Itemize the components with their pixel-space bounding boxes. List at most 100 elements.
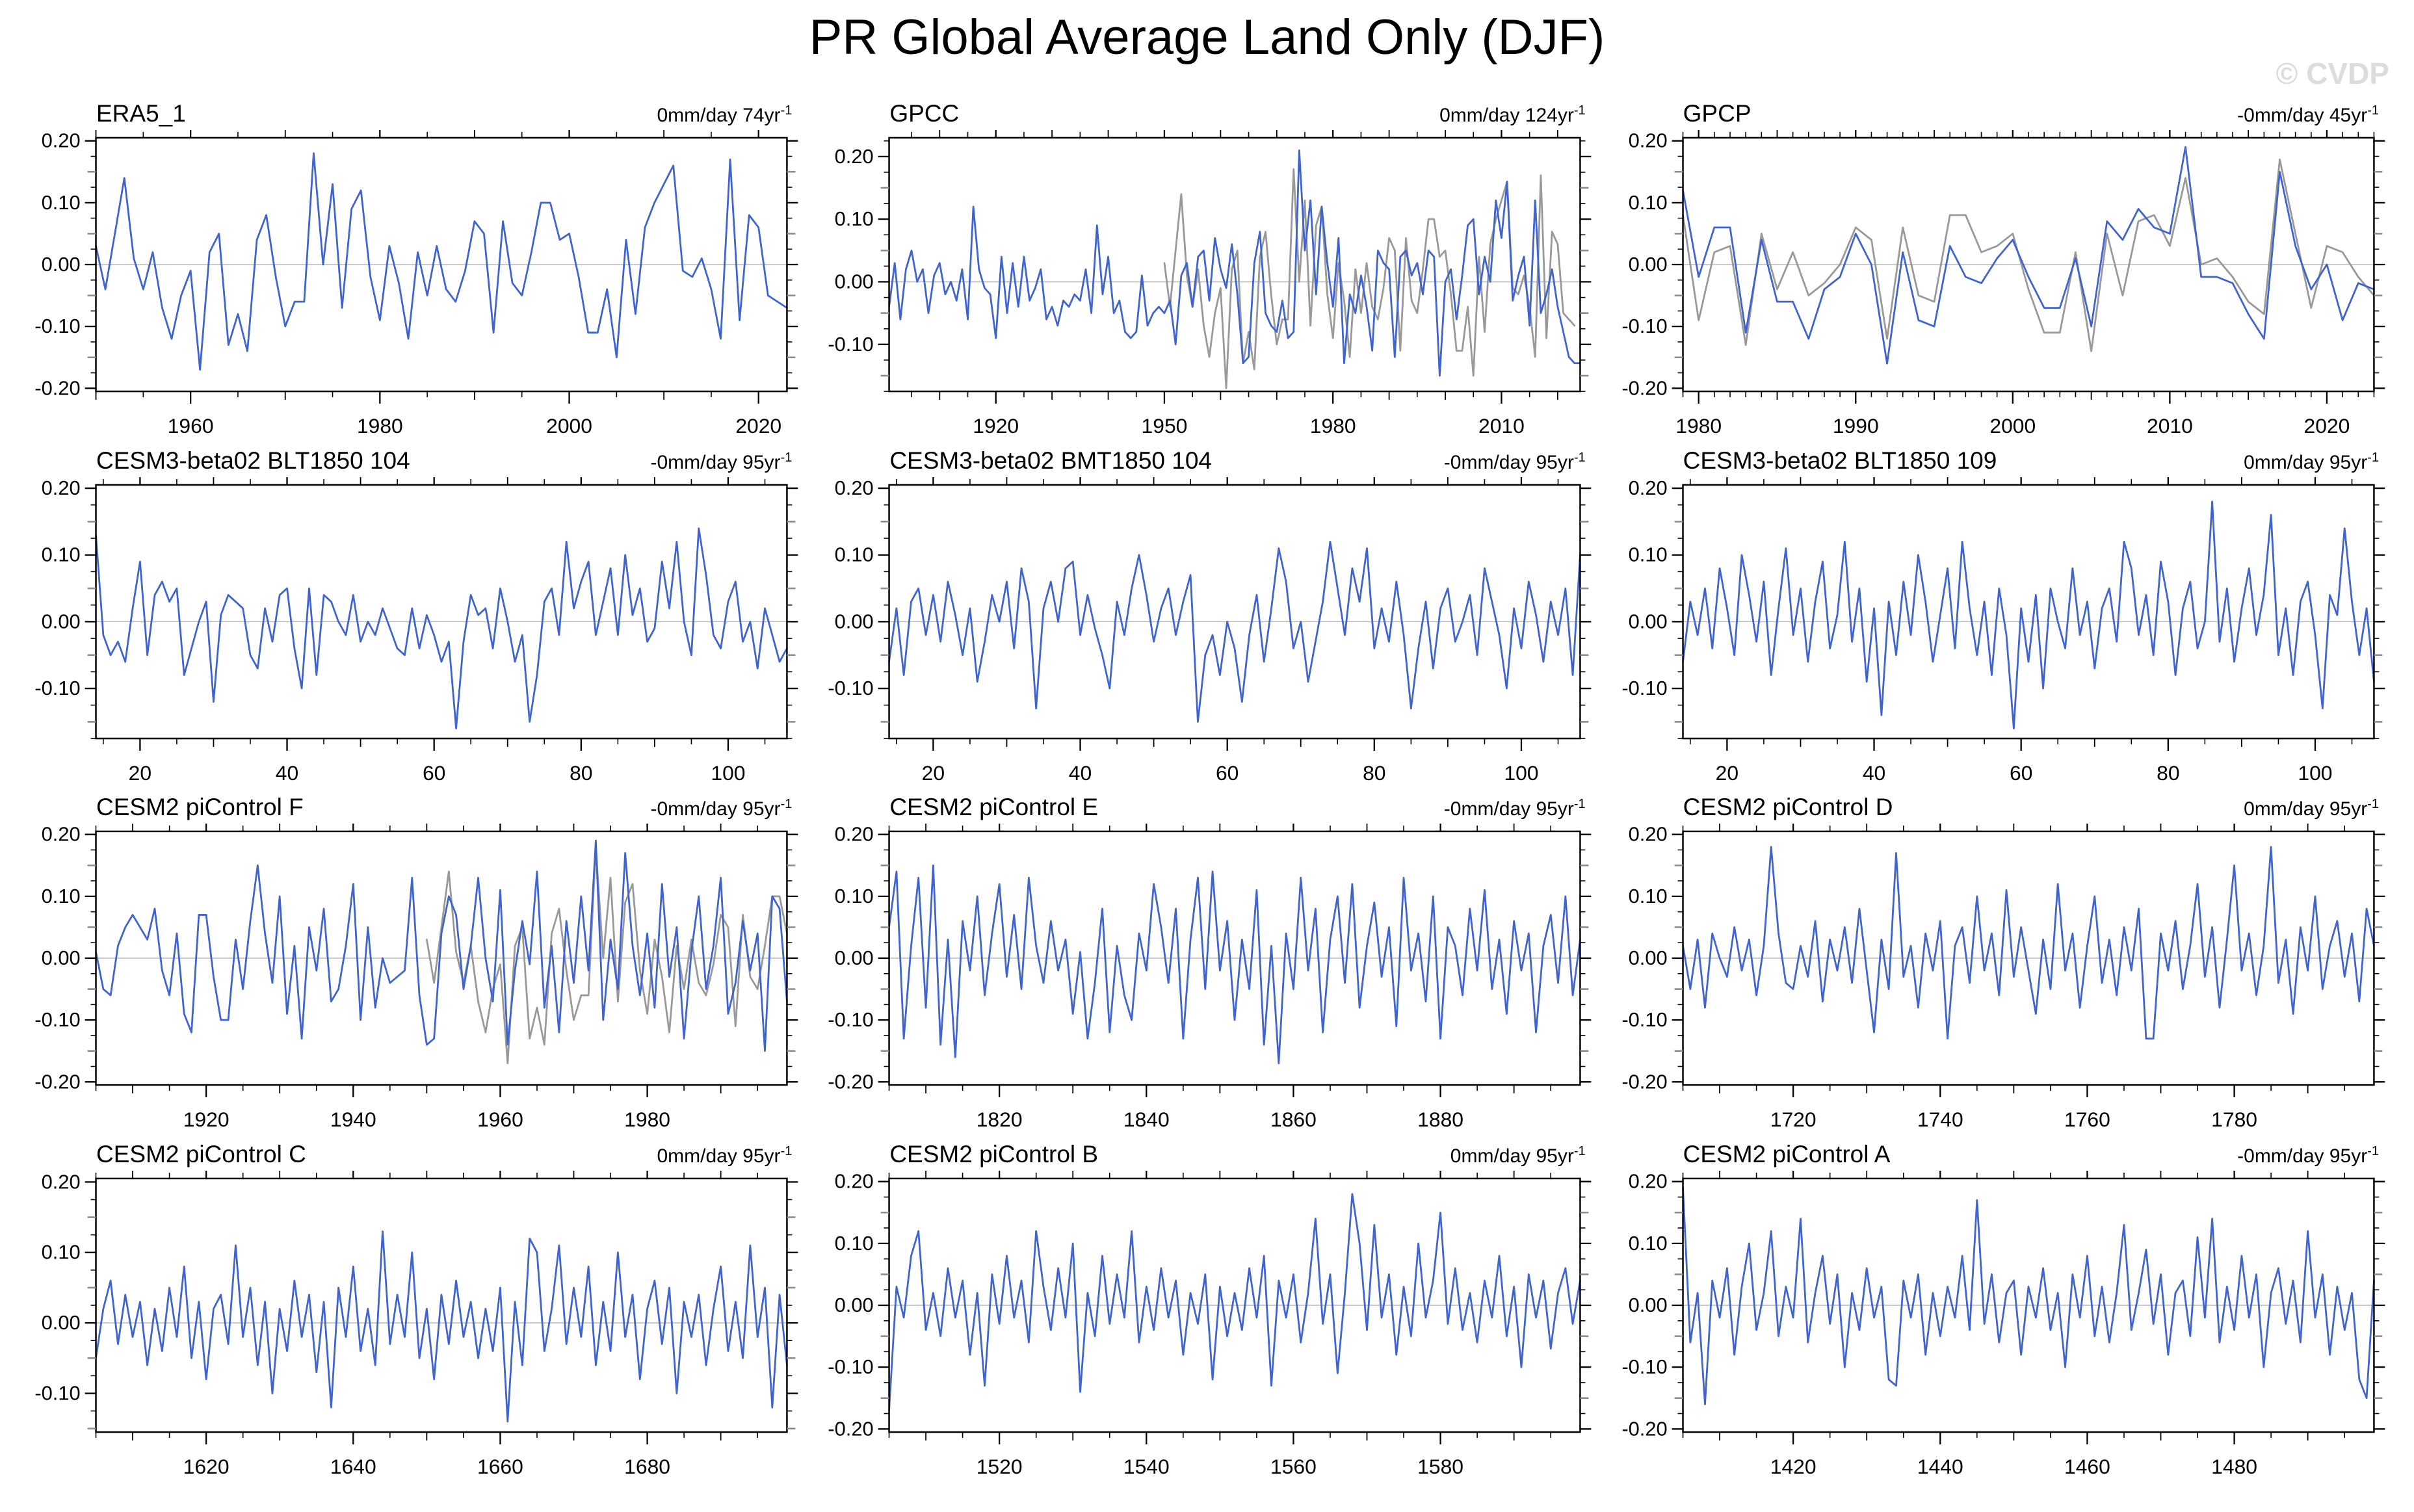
timeseries-plot: 0.20 0.10 0.00 -0.10 -0.20 1420 1440 1460 1480 <box>1621 1171 2385 1478</box>
panel-trend-label: -0mm/day 95yr-1 <box>1443 797 1586 820</box>
timeseries-panel-gpcc: GPCC 0mm/day 124yr-1 0.20 0.10 0.00 -0.10 19… <box>824 100 1594 441</box>
panel-trend-label: 0mm/day 124yr-1 <box>1439 103 1586 126</box>
svg-text:0.10: 0.10 <box>42 1241 81 1264</box>
svg-text:0.10: 0.10 <box>835 207 874 230</box>
panel-trend-label: 0mm/day 95yr-1 <box>1450 1144 1586 1167</box>
svg-text:0.00: 0.00 <box>42 1311 81 1334</box>
svg-text:0.10: 0.10 <box>1628 885 1667 907</box>
svg-text:1990: 1990 <box>1833 414 1879 437</box>
svg-text:-0.20: -0.20 <box>1621 1417 1667 1440</box>
panel-header: CESM2 piControl F -0mm/day 95yr-1 <box>31 794 801 824</box>
svg-text:1540: 1540 <box>1123 1455 1170 1478</box>
svg-text:0.20: 0.20 <box>1628 477 1667 499</box>
panel-header: CESM3-beta02 BMT1850 104 -0mm/day 95yr-1 <box>824 447 1594 477</box>
svg-text:0.20: 0.20 <box>42 477 81 499</box>
svg-text:0.10: 0.10 <box>835 885 874 907</box>
panel-header: CESM2 piControl B 0mm/day 95yr-1 <box>824 1141 1594 1171</box>
svg-text:-0.10: -0.10 <box>34 1382 80 1405</box>
panel-header: GPCP -0mm/day 45yr-1 <box>1618 100 2388 130</box>
svg-text:0.00: 0.00 <box>42 610 81 632</box>
svg-text:-0.10: -0.10 <box>828 333 874 356</box>
panel-header: CESM3-beta02 BLT1850 104 -0mm/day 95yr-1 <box>31 447 801 477</box>
page-header: PR Global Average Land Only (DJF) <box>0 0 2414 98</box>
timeseries-plot: 0.20 0.10 0.00 -0.10 -0.20 1720 1740 1760 1780 <box>1621 824 2385 1131</box>
svg-text:1620: 1620 <box>183 1455 230 1478</box>
svg-text:-0.20: -0.20 <box>1621 1071 1667 1093</box>
svg-text:0.00: 0.00 <box>42 253 81 276</box>
svg-text:0.10: 0.10 <box>835 1232 874 1255</box>
svg-text:100: 100 <box>2298 761 2332 784</box>
svg-text:1440: 1440 <box>1917 1455 1963 1478</box>
svg-text:1840: 1840 <box>1123 1108 1170 1131</box>
svg-text:1560: 1560 <box>1270 1455 1317 1478</box>
svg-text:2010: 2010 <box>1478 414 1525 437</box>
timeseries-panel-cesm2-picontrol-b: CESM2 piControl B 0mm/day 95yr-1 0.20 0.1… <box>824 1141 1594 1481</box>
svg-text:-0.10: -0.10 <box>828 1355 874 1378</box>
svg-text:-0.20: -0.20 <box>34 1071 80 1093</box>
svg-text:1640: 1640 <box>330 1455 376 1478</box>
panel-header: CESM2 piControl D 0mm/day 95yr-1 <box>1618 794 2388 824</box>
page-title: PR Global Average Land Only (DJF) <box>809 10 1605 65</box>
svg-text:-0.10: -0.10 <box>34 315 80 337</box>
svg-text:1480: 1480 <box>2211 1455 2257 1478</box>
svg-text:-0.10: -0.10 <box>828 1009 874 1032</box>
svg-text:1960: 1960 <box>477 1108 523 1131</box>
panel-title: CESM2 piControl B <box>889 1141 1099 1168</box>
svg-text:2020: 2020 <box>2303 414 2350 437</box>
svg-text:0.20: 0.20 <box>1628 130 1667 152</box>
timeseries-plot: 0.20 0.10 0.00 -0.10 20 40 60 80 100 <box>828 476 1592 784</box>
timeseries-plot: 0.20 0.10 0.00 -0.10 -0.20 1960 1980 2000 2020 <box>34 130 798 437</box>
timeseries-panel-cesm2-picontrol-d: CESM2 piControl D 0mm/day 95yr-1 0.20 0.1… <box>1618 794 2388 1134</box>
svg-text:100: 100 <box>711 761 745 784</box>
svg-text:-0.10: -0.10 <box>34 1009 80 1032</box>
svg-text:-0.10: -0.10 <box>1621 315 1667 337</box>
panel-trend-label: 0mm/day 74yr-1 <box>657 103 793 126</box>
svg-text:20: 20 <box>129 761 151 784</box>
timeseries-plot: 0.20 0.10 0.00 -0.10 -0.20 1980 1990 2000 2010 20… <box>1621 130 2385 437</box>
svg-text:1860: 1860 <box>1270 1108 1317 1131</box>
panel-title: GPCP <box>1683 100 1751 127</box>
svg-text:80: 80 <box>570 761 592 784</box>
panel-header: CESM2 piControl A -0mm/day 95yr-1 <box>1618 1141 2388 1171</box>
timeseries-panel-era5-1: ERA5_1 0mm/day 74yr-1 0.20 0.10 0.00 -0.10 -… <box>31 100 801 441</box>
timeseries-panel-cesm3-blt1850-109: CESM3-beta02 BLT1850 109 0mm/day 95yr-1 … <box>1618 447 2388 788</box>
svg-text:1520: 1520 <box>977 1455 1023 1478</box>
panel-header: CESM3-beta02 BLT1850 109 0mm/day 95yr-1 <box>1618 447 2388 477</box>
svg-text:1980: 1980 <box>1675 414 1722 437</box>
timeseries-plot: 0.20 0.10 0.00 -0.10 1920 1950 1980 2010 <box>828 130 1592 437</box>
svg-text:-0.20: -0.20 <box>828 1417 874 1440</box>
timeseries-panel-cesm2-picontrol-f: CESM2 piControl F -0mm/day 95yr-1 0.20 0.… <box>31 794 801 1134</box>
panel-trend-label: 0mm/day 95yr-1 <box>2244 450 2379 473</box>
svg-text:0.20: 0.20 <box>1628 824 1667 846</box>
panel-trend-label: -0mm/day 95yr-1 <box>2237 1144 2379 1167</box>
svg-text:2000: 2000 <box>1989 414 2036 437</box>
timeseries-panel-cesm2-picontrol-c: CESM2 piControl C 0mm/day 95yr-1 0.20 0.1… <box>31 1141 801 1481</box>
timeseries-panel-cesm3-blt1850-104: CESM3-beta02 BLT1850 104 -0mm/day 95yr-1… <box>31 447 801 788</box>
svg-text:-0.10: -0.10 <box>1621 1355 1667 1378</box>
svg-text:0.10: 0.10 <box>1628 191 1667 214</box>
svg-text:2000: 2000 <box>546 414 592 437</box>
panel-trend-label: -0mm/day 95yr-1 <box>1443 450 1586 473</box>
svg-text:0.00: 0.00 <box>1628 253 1667 276</box>
svg-text:-0.20: -0.20 <box>1621 376 1667 399</box>
timeseries-plot: 0.20 0.10 0.00 -0.10 -0.20 1820 1840 1860 1880 <box>828 824 1592 1131</box>
svg-text:2010: 2010 <box>2147 414 2193 437</box>
panel-trend-label: -0mm/day 95yr-1 <box>650 797 793 820</box>
svg-text:0.00: 0.00 <box>835 610 874 632</box>
timeseries-panel-cesm2-picontrol-a: CESM2 piControl A -0mm/day 95yr-1 0.20 0.… <box>1618 1141 2388 1481</box>
timeseries-plot: 0.20 0.10 0.00 -0.10 1620 1640 1660 1680 <box>34 1171 798 1478</box>
svg-text:0.00: 0.00 <box>835 1294 874 1316</box>
svg-text:1920: 1920 <box>183 1108 230 1131</box>
timeseries-plot: 0.20 0.10 0.00 -0.10 20 40 60 80 100 <box>34 476 798 784</box>
timeseries-plot: 0.20 0.10 0.00 -0.10 -0.20 1520 1540 1560 1580 <box>828 1171 1592 1478</box>
svg-text:-0.10: -0.10 <box>1621 677 1667 699</box>
cvdp-watermark: © CVDP <box>2276 57 2389 90</box>
svg-text:0.10: 0.10 <box>42 543 81 566</box>
panel-title: CESM3-beta02 BLT1850 104 <box>96 447 410 474</box>
svg-text:0.20: 0.20 <box>1628 1171 1667 1193</box>
svg-text:-0.10: -0.10 <box>34 677 80 699</box>
svg-text:0.20: 0.20 <box>835 1171 874 1193</box>
svg-text:0.10: 0.10 <box>42 191 81 214</box>
svg-text:2020: 2020 <box>735 414 781 437</box>
